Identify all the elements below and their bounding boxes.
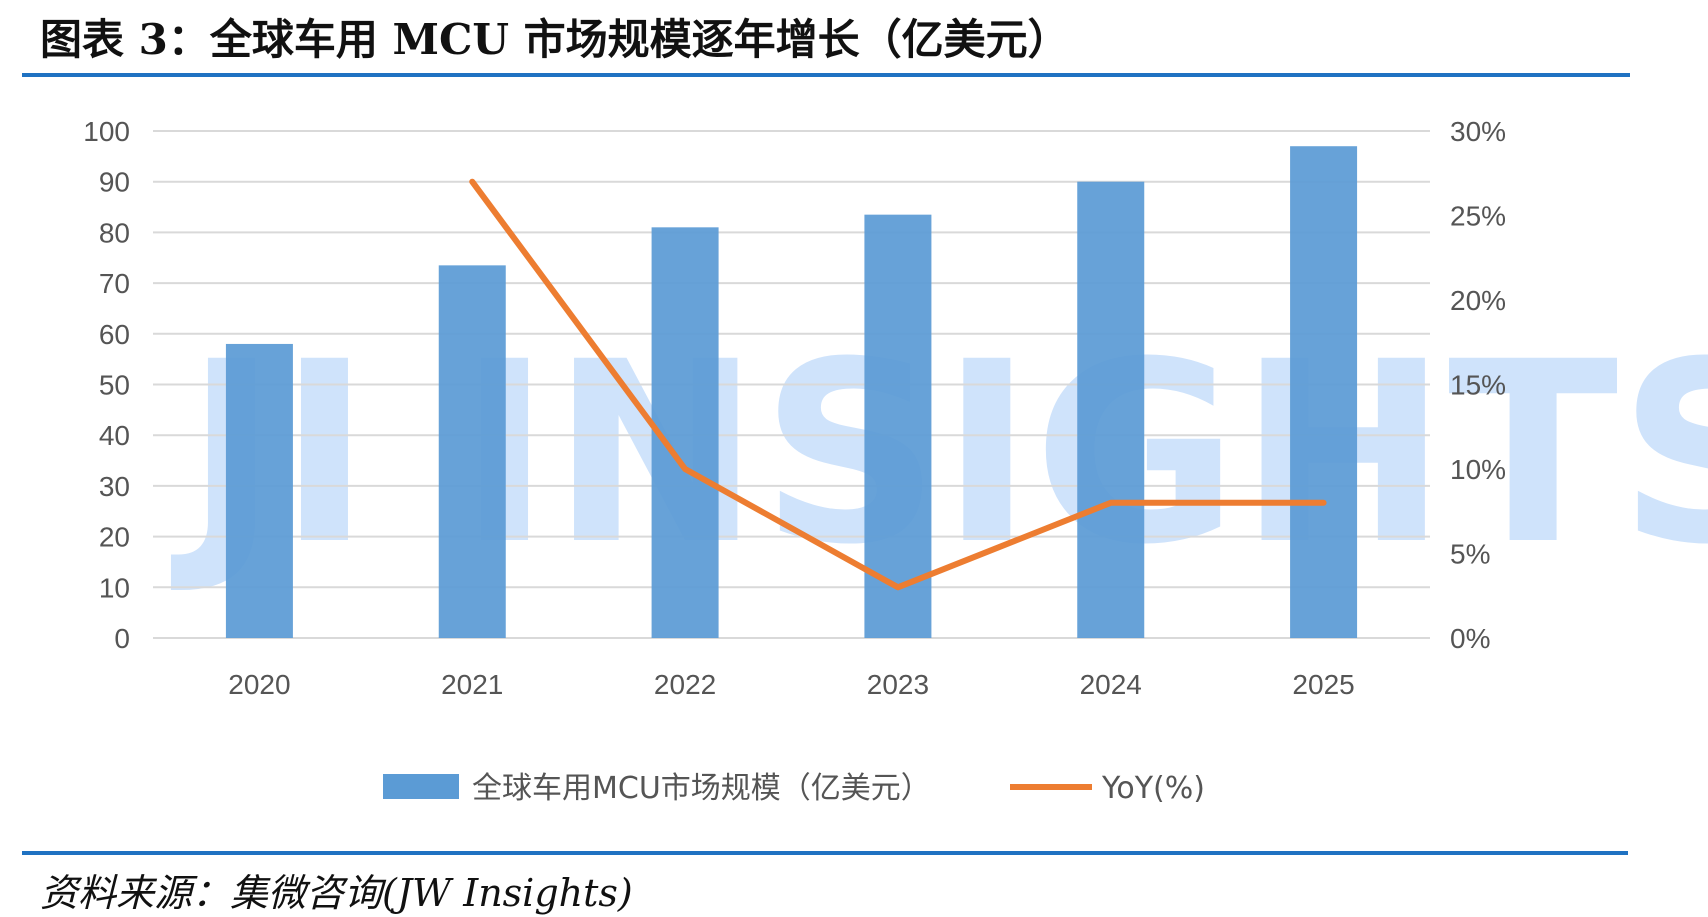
y-left-tick-label: 20 [99, 522, 130, 553]
y-left-tick-label: 30 [99, 471, 130, 502]
bar [438, 265, 506, 638]
x-tick-label: 2020 [228, 669, 290, 700]
watermark-text: JI INSIGHTS [170, 308, 1708, 599]
y-left-tick-label: 100 [83, 116, 130, 147]
yoy-line [469, 178, 1327, 591]
bar [1290, 146, 1358, 638]
top-divider [22, 73, 1630, 77]
y-left-tick-label: 70 [99, 268, 130, 299]
x-axis: 2020 2021 2022 2023 2024 2025 [228, 669, 1354, 700]
y-right-tick-label: 10% [1450, 454, 1506, 485]
bar [864, 214, 932, 638]
bar-series [225, 146, 1358, 638]
y-axis-right: 0% 5% 10% 15% 20% 25% 30% [1450, 116, 1506, 654]
y-left-tick-label: 80 [99, 217, 130, 248]
y-right-tick-label: 20% [1450, 285, 1506, 316]
gridlines [153, 130, 1430, 639]
y-right-tick-label: 0% [1450, 623, 1490, 654]
x-tick-label: 2021 [441, 669, 503, 700]
legend-swatch-bar [383, 774, 459, 799]
x-tick-label: 2023 [867, 669, 929, 700]
x-tick-label: 2025 [1292, 669, 1354, 700]
y-left-tick-label: 0 [114, 623, 130, 654]
y-left-tick-label: 60 [99, 319, 130, 350]
x-tick-label: 2022 [654, 669, 716, 700]
y-right-tick-label: 15% [1450, 370, 1506, 401]
y-left-tick-label: 90 [99, 167, 130, 198]
line-series [469, 178, 1327, 591]
bar [1077, 181, 1145, 638]
chart-area: JI INSIGHTS 0 10 20 30 40 50 60 70 80 90 100 0% 5% 1… [83, 116, 1708, 806]
bar [225, 343, 293, 638]
x-tick-label: 2024 [1080, 669, 1142, 700]
legend-label-bar: 全球车用MCU市场规模（亿美元） [472, 771, 931, 806]
bottom-divider [22, 851, 1628, 855]
figure-title: 图表 3：全球车用 MCU 市场规模逐年增长（亿美元） [40, 15, 1070, 64]
legend: 全球车用MCU市场规模（亿美元） YoY(%) [383, 771, 1205, 806]
source-note: 资料来源：集微咨询(JW Insights) [40, 871, 633, 915]
y-axis-left: 0 10 20 30 40 50 60 70 80 90 100 [83, 116, 130, 654]
y-left-tick-label: 40 [99, 420, 130, 451]
bar [651, 227, 719, 638]
legend-label-line: YoY(%) [1101, 771, 1205, 806]
y-right-tick-label: 30% [1450, 116, 1506, 147]
y-right-tick-label: 5% [1450, 539, 1490, 570]
y-right-tick-label: 25% [1450, 201, 1506, 232]
y-left-tick-label: 10 [99, 572, 130, 603]
y-left-tick-label: 50 [99, 370, 130, 401]
